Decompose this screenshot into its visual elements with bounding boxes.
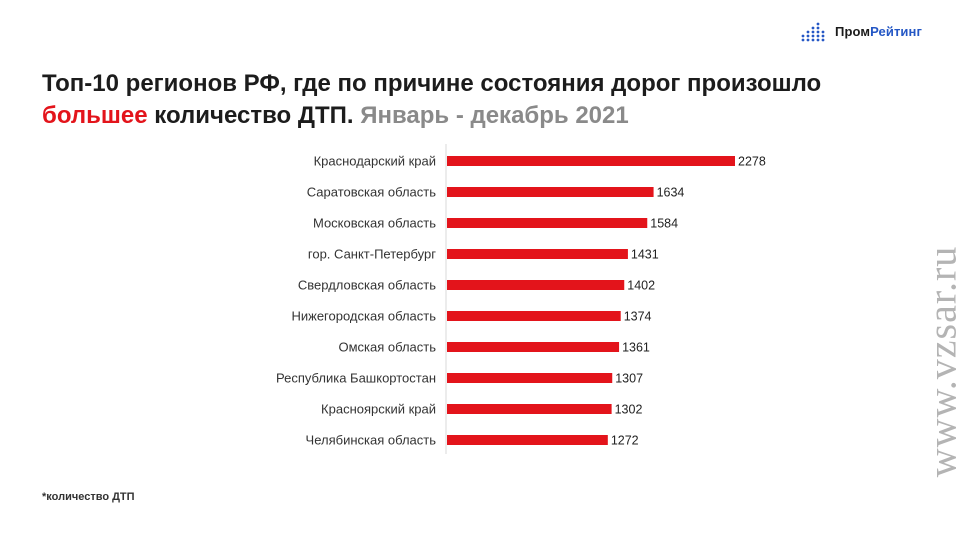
title-accent: большее	[42, 102, 148, 129]
title-period: Январь - декабрь 2021	[360, 102, 629, 129]
bar	[447, 404, 612, 414]
bar	[447, 218, 648, 228]
watermark-text: www.vzsar.ru	[919, 245, 960, 477]
bar	[447, 311, 621, 321]
brand-logo: ПромРейтинг	[801, 20, 922, 42]
bar-chart-logo-icon	[801, 22, 825, 42]
bar	[447, 342, 620, 352]
category-label: Омская область	[338, 340, 436, 355]
brand-name-part2: Рейтинг	[870, 23, 922, 39]
category-label: Челябинская область	[306, 433, 437, 448]
category-label: Саратовская область	[307, 185, 436, 200]
brand-name: ПромРейтинг	[835, 24, 922, 39]
bar	[447, 249, 628, 259]
title-part1: Топ-10 регионов РФ, где по причине состо…	[42, 70, 822, 97]
value-label: 1584	[650, 217, 678, 231]
bar-chart: Краснодарский край 2278 Саратовская област…	[276, 144, 766, 454]
chart-title: Топ-10 регионов РФ, где по причине состо…	[42, 68, 902, 132]
bar	[447, 435, 608, 445]
bar	[447, 280, 625, 290]
bar	[447, 373, 613, 383]
category-label: Свердловская область	[298, 278, 436, 293]
brand-name-part1: Пром	[835, 23, 871, 39]
category-label: гор. Санкт-Петербург	[308, 247, 436, 262]
category-label: Красноярский край	[321, 402, 436, 417]
category-label: Краснодарский край	[314, 154, 436, 169]
value-label: 2278	[738, 155, 766, 169]
watermark: www.vzsar.ru	[919, 196, 960, 526]
category-label: Московская область	[313, 216, 436, 231]
value-label: 1402	[627, 279, 655, 293]
value-label: 1302	[615, 403, 643, 417]
footnote: *количество ДТП	[42, 491, 135, 503]
value-label: 1431	[631, 248, 659, 262]
bar	[447, 187, 654, 197]
title-part2: количество ДТП.	[147, 102, 361, 129]
value-label: 1307	[615, 372, 643, 386]
category-label: Нижегородская область	[291, 309, 436, 324]
category-label: Республика Башкортостан	[276, 371, 436, 386]
value-label: 1374	[624, 310, 652, 324]
value-label: 1361	[622, 341, 650, 355]
value-label: 1634	[657, 186, 685, 200]
bar	[447, 156, 735, 166]
value-label: 1272	[611, 434, 639, 448]
